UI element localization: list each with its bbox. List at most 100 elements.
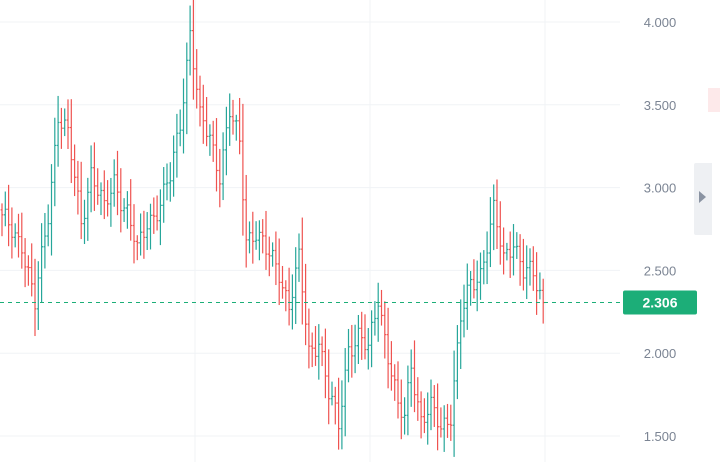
- ohlc-bar[interactable]: [231, 99, 235, 135]
- ohlc-bar[interactable]: [353, 324, 357, 374]
- ohlc-bar[interactable]: [215, 118, 218, 192]
- ohlc-bar[interactable]: [53, 117, 57, 207]
- ohlc-bar[interactable]: [307, 308, 311, 369]
- ohlc-bar[interactable]: [192, 0, 195, 100]
- ohlc-bar[interactable]: [83, 199, 86, 245]
- ohlc-bar[interactable]: [225, 106, 228, 176]
- ohlc-bar[interactable]: [73, 144, 76, 197]
- ohlc-bar[interactable]: [380, 289, 383, 326]
- ohlc-bar[interactable]: [99, 182, 103, 216]
- ohlc-bar[interactable]: [373, 301, 377, 336]
- ohlc-bar[interactable]: [142, 210, 146, 259]
- ohlc-bar[interactable]: [528, 248, 532, 286]
- ohlc-bar[interactable]: [518, 234, 522, 286]
- ohlc-bar[interactable]: [89, 145, 93, 213]
- ohlc-bar[interactable]: [274, 231, 278, 286]
- ohlc-bar[interactable]: [495, 179, 499, 250]
- ohlc-bar[interactable]: [475, 260, 479, 312]
- ohlc-bar[interactable]: [498, 201, 502, 265]
- ohlc-bar[interactable]: [208, 124, 212, 156]
- ohlc-bar[interactable]: [357, 314, 360, 364]
- ohlc-bar[interactable]: [541, 278, 545, 324]
- ohlc-bar[interactable]: [502, 227, 505, 275]
- ohlc-bar[interactable]: [383, 301, 387, 359]
- ohlc-bar[interactable]: [76, 160, 80, 215]
- ohlc-bar[interactable]: [96, 168, 100, 205]
- ohlc-bar[interactable]: [66, 99, 70, 149]
- ohlc-bar[interactable]: [538, 272, 542, 300]
- ohlc-bar[interactable]: [172, 135, 175, 197]
- ohlc-bar[interactable]: [23, 238, 27, 288]
- ohlc-bar[interactable]: [396, 361, 400, 419]
- ohlc-bar[interactable]: [188, 5, 192, 76]
- ohlc-bar[interactable]: [168, 162, 172, 202]
- ohlc-bar[interactable]: [462, 284, 466, 338]
- ohlc-bar[interactable]: [0, 203, 4, 237]
- ohlc-bar[interactable]: [13, 223, 17, 248]
- ohlc-bar[interactable]: [211, 120, 215, 162]
- ohlc-bar[interactable]: [102, 170, 106, 220]
- ohlc-bar[interactable]: [221, 132, 225, 201]
- ohlc-bar[interactable]: [399, 379, 403, 440]
- ohlc-bar[interactable]: [3, 191, 7, 227]
- ohlc-bar[interactable]: [122, 198, 126, 222]
- ohlc-bar[interactable]: [267, 236, 271, 277]
- ohlc-bar[interactable]: [429, 379, 433, 431]
- ohlc-bar[interactable]: [376, 282, 380, 342]
- ohlc-bar[interactable]: [195, 49, 199, 109]
- ohlc-bar[interactable]: [403, 397, 406, 435]
- ohlc-bar[interactable]: [343, 348, 347, 437]
- ohlc-bar[interactable]: [366, 328, 370, 370]
- ohlc-bar[interactable]: [413, 340, 416, 413]
- ohlc-bar[interactable]: [248, 221, 251, 254]
- ohlc-bar[interactable]: [244, 174, 248, 268]
- ohlc-bar[interactable]: [459, 299, 463, 370]
- ohlc-bar[interactable]: [531, 246, 535, 291]
- ohlc-bar[interactable]: [129, 179, 133, 241]
- ohlc-bar[interactable]: [465, 263, 469, 330]
- ohlc-bar[interactable]: [149, 203, 152, 250]
- ohlc-bar[interactable]: [449, 404, 453, 441]
- ohlc-bar[interactable]: [363, 314, 367, 360]
- ohlc-bar[interactable]: [419, 391, 423, 439]
- ohlc-bar[interactable]: [185, 42, 189, 135]
- ohlc-bar[interactable]: [165, 163, 169, 201]
- ohlc-bar[interactable]: [175, 113, 179, 178]
- ohlc-bar[interactable]: [406, 365, 410, 436]
- ohlc-bar[interactable]: [109, 177, 113, 227]
- ohlc-bar[interactable]: [370, 310, 373, 368]
- ohlc-bar[interactable]: [456, 325, 459, 400]
- ohlc-bar[interactable]: [132, 204, 136, 264]
- ohlc-bar[interactable]: [238, 97, 241, 155]
- ohlc-bar[interactable]: [182, 78, 185, 154]
- ohlc-bar[interactable]: [234, 114, 238, 141]
- ohlc-bar[interactable]: [271, 242, 274, 267]
- ohlc-bar[interactable]: [485, 231, 489, 285]
- ohlc-bar[interactable]: [492, 184, 496, 251]
- ohlc-bar[interactable]: [416, 377, 420, 421]
- ohlc-bar[interactable]: [281, 265, 284, 299]
- ohlc-bar[interactable]: [63, 108, 67, 137]
- ohlc-bar[interactable]: [30, 243, 34, 297]
- ohlc-bar[interactable]: [393, 364, 397, 401]
- ohlc-bar[interactable]: [515, 232, 519, 259]
- ohlc-bar[interactable]: [469, 270, 472, 306]
- ohlc-bar[interactable]: [442, 405, 446, 452]
- ohlc-bar[interactable]: [314, 326, 317, 366]
- ohlc-bar[interactable]: [446, 403, 449, 438]
- ohlc-bar[interactable]: [337, 377, 340, 450]
- ohlc-bar[interactable]: [50, 164, 53, 256]
- ohlc-bar[interactable]: [116, 150, 119, 216]
- ohlc-bar[interactable]: [426, 392, 430, 445]
- ohlc-bar[interactable]: [135, 235, 139, 261]
- ohlc-bar[interactable]: [360, 311, 364, 360]
- ohlc-bar[interactable]: [310, 332, 314, 368]
- ohlc-bar[interactable]: [439, 407, 443, 438]
- ohlc-bar[interactable]: [522, 238, 525, 291]
- ohlc-bar[interactable]: [304, 263, 307, 346]
- ohlc-bar[interactable]: [297, 233, 301, 282]
- ohlc-bar[interactable]: [330, 381, 334, 406]
- ohlc-bar[interactable]: [264, 210, 268, 270]
